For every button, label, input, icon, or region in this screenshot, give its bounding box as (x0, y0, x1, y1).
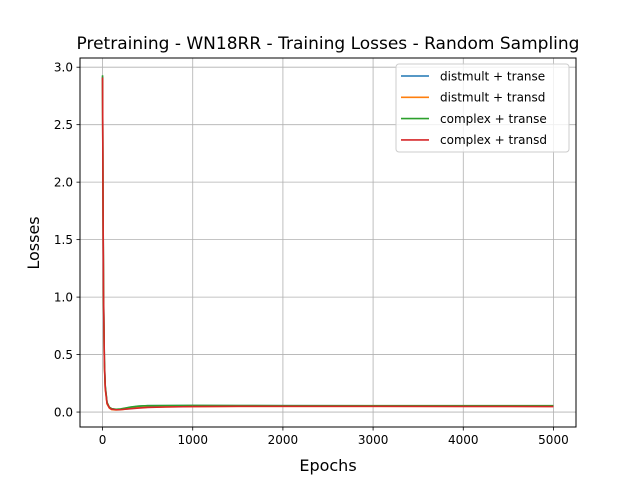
y-axis-label: Losses (24, 216, 43, 269)
y-axis-ticks: 0.0 0.5 1.0 1.5 2.0 2.5 3.0 (54, 61, 80, 420)
y-tick-label: 3.0 (54, 61, 73, 75)
plot-frame (79, 57, 577, 428)
x-tick-label: 1000 (177, 433, 208, 447)
x-axis-ticks: 0 1000 2000 3000 4000 5000 (99, 427, 569, 447)
y-tick-label: 2.5 (54, 118, 73, 132)
x-tick-label: 2000 (268, 433, 299, 447)
y-tick-label: 0.5 (54, 348, 73, 362)
legend-label-0: distmult + transe (440, 69, 545, 83)
x-axis-label: Epochs (299, 456, 356, 475)
x-tick-label: 3000 (358, 433, 389, 447)
legend-label-2: complex + transe (440, 112, 547, 126)
x-tick-label: 5000 (538, 433, 569, 447)
y-tick-label: 2.0 (54, 176, 73, 190)
legend-label-1: distmult + transd (440, 91, 545, 105)
chart-title: Pretraining - WN18RR - Training Losses -… (77, 34, 580, 54)
series-layer (101, 75, 554, 411)
x-tick-label: 4000 (448, 433, 479, 447)
legend-label-3: complex + transd (440, 133, 547, 147)
y-tick-label: 1.5 (54, 233, 73, 247)
series-line-3 (101, 77, 554, 411)
y-tick-label: 0.0 (54, 406, 73, 420)
y-tick-label: 1.0 (54, 291, 73, 305)
grid (80, 58, 576, 427)
x-tick-label: 0 (99, 433, 107, 447)
legend-box (395, 63, 570, 153)
legend: distmult + transe distmult + transd comple… (395, 63, 570, 153)
